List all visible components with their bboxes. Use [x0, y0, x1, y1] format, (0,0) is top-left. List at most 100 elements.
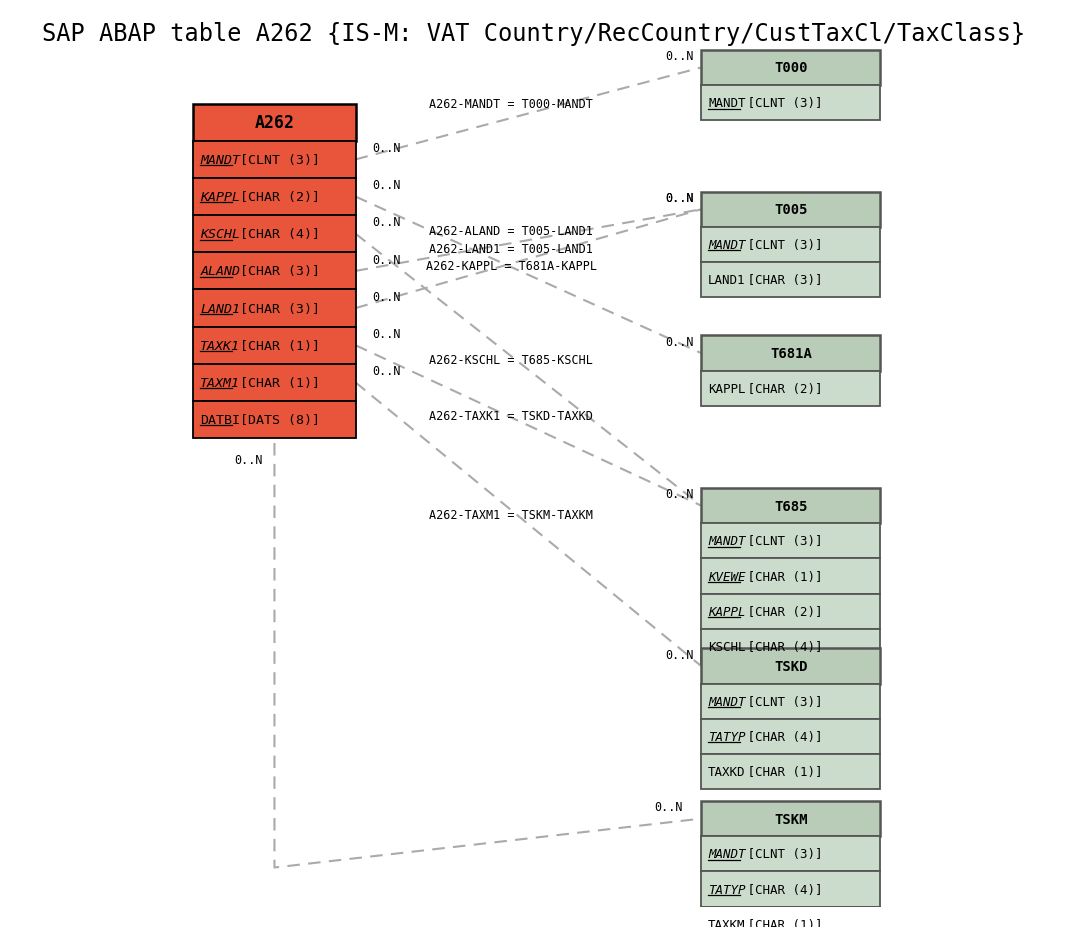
Text: TSKD: TSKD — [774, 659, 808, 673]
Text: [CLNT (3)]: [CLNT (3)] — [233, 154, 320, 167]
Text: [CHAR (2)]: [CHAR (2)] — [233, 191, 320, 204]
FancyBboxPatch shape — [701, 719, 880, 755]
Text: [CHAR (3)]: [CHAR (3)] — [233, 265, 320, 278]
FancyBboxPatch shape — [701, 371, 880, 406]
Text: A262-TAXM1 = TSKM-TAXKM: A262-TAXM1 = TSKM-TAXKM — [429, 508, 593, 521]
FancyBboxPatch shape — [701, 559, 880, 594]
Text: 0..N: 0..N — [666, 488, 694, 501]
Text: KAPPL: KAPPL — [201, 191, 240, 204]
Text: 0..N: 0..N — [666, 192, 694, 205]
Text: KSCHL: KSCHL — [201, 228, 240, 241]
Text: 0..N: 0..N — [654, 801, 683, 814]
Text: SAP ABAP table A262 {IS-M: VAT Country/RecCountry/CustTaxCl/TaxClass}: SAP ABAP table A262 {IS-M: VAT Country/R… — [42, 22, 1025, 46]
Text: [CHAR (4)]: [CHAR (4)] — [740, 883, 823, 895]
Text: [CHAR (2)]: [CHAR (2)] — [740, 382, 823, 395]
Text: A262-ALAND = T005-LAND1: A262-ALAND = T005-LAND1 — [429, 224, 593, 237]
Text: [CLNT (3)]: [CLNT (3)] — [740, 535, 823, 548]
Text: A262-TAXK1 = TSKD-TAXKD: A262-TAXK1 = TSKD-TAXKD — [429, 410, 593, 423]
Text: 0..N: 0..N — [235, 453, 264, 466]
Text: [CHAR (1)]: [CHAR (1)] — [233, 339, 320, 352]
Text: A262-KAPPL = T681A-KAPPL: A262-KAPPL = T681A-KAPPL — [426, 260, 596, 273]
FancyBboxPatch shape — [701, 51, 880, 86]
Text: 0..N: 0..N — [372, 216, 401, 229]
Text: MANDT: MANDT — [708, 847, 746, 860]
FancyBboxPatch shape — [701, 524, 880, 559]
Text: [CHAR (3)]: [CHAR (3)] — [740, 273, 823, 286]
FancyBboxPatch shape — [193, 105, 355, 142]
Text: TSKM: TSKM — [774, 812, 808, 826]
Text: [CHAR (1)]: [CHAR (1)] — [740, 918, 823, 927]
FancyBboxPatch shape — [701, 263, 880, 298]
Text: 0..N: 0..N — [372, 327, 401, 340]
Text: KVEWE: KVEWE — [708, 570, 746, 583]
Text: MANDT: MANDT — [708, 535, 746, 548]
Text: MANDT: MANDT — [708, 695, 746, 708]
FancyBboxPatch shape — [193, 327, 355, 364]
Text: KAPPL: KAPPL — [708, 382, 746, 395]
Text: TATYP: TATYP — [708, 730, 746, 743]
Text: ALAND: ALAND — [201, 265, 240, 278]
Text: TAXKM: TAXKM — [708, 918, 746, 927]
Text: 0..N: 0..N — [666, 192, 694, 205]
Text: MANDT: MANDT — [708, 97, 746, 110]
FancyBboxPatch shape — [701, 337, 880, 371]
Text: [CLNT (3)]: [CLNT (3)] — [740, 239, 823, 252]
FancyBboxPatch shape — [193, 290, 355, 327]
Text: TAXM1: TAXM1 — [201, 376, 240, 389]
Text: [CHAR (1)]: [CHAR (1)] — [740, 766, 823, 779]
Text: [CLNT (3)]: [CLNT (3)] — [740, 97, 823, 110]
Text: 0..N: 0..N — [372, 290, 401, 303]
Text: MANDT: MANDT — [708, 239, 746, 252]
FancyBboxPatch shape — [193, 401, 355, 438]
Text: [CLNT (3)]: [CLNT (3)] — [740, 695, 823, 708]
Text: T685: T685 — [774, 499, 808, 513]
Text: [DATS (8)]: [DATS (8)] — [233, 413, 320, 426]
Text: LAND1: LAND1 — [201, 302, 240, 315]
FancyBboxPatch shape — [701, 871, 880, 907]
Text: LAND1: LAND1 — [708, 273, 746, 286]
Text: [CHAR (3)]: [CHAR (3)] — [233, 302, 320, 315]
Text: KSCHL: KSCHL — [708, 641, 746, 654]
Text: T005: T005 — [774, 203, 808, 217]
FancyBboxPatch shape — [701, 801, 880, 836]
Text: T000: T000 — [774, 61, 808, 75]
FancyBboxPatch shape — [701, 193, 880, 228]
Text: [CHAR (2)]: [CHAR (2)] — [740, 605, 823, 618]
Text: [CHAR (4)]: [CHAR (4)] — [740, 730, 823, 743]
FancyBboxPatch shape — [701, 684, 880, 719]
FancyBboxPatch shape — [701, 594, 880, 629]
Text: 0..N: 0..N — [372, 364, 401, 378]
Text: TAXK1: TAXK1 — [201, 339, 240, 352]
FancyBboxPatch shape — [701, 907, 880, 927]
Text: KAPPL: KAPPL — [708, 605, 746, 618]
Text: 0..N: 0..N — [372, 179, 401, 192]
FancyBboxPatch shape — [193, 216, 355, 253]
Text: 0..N: 0..N — [372, 142, 401, 155]
FancyBboxPatch shape — [701, 86, 880, 121]
Text: A262-LAND1 = T005-LAND1: A262-LAND1 = T005-LAND1 — [429, 243, 593, 256]
Text: TATYP: TATYP — [708, 883, 746, 895]
FancyBboxPatch shape — [701, 836, 880, 871]
Text: A262-MANDT = T000-MANDT: A262-MANDT = T000-MANDT — [429, 98, 593, 111]
Text: MANDT: MANDT — [201, 154, 240, 167]
Text: [CHAR (1)]: [CHAR (1)] — [740, 570, 823, 583]
Text: A262-KSCHL = T685-KSCHL: A262-KSCHL = T685-KSCHL — [429, 354, 593, 367]
Text: 0..N: 0..N — [666, 50, 694, 63]
FancyBboxPatch shape — [193, 142, 355, 179]
FancyBboxPatch shape — [701, 489, 880, 524]
Text: T681A: T681A — [770, 347, 812, 361]
Text: [CHAR (1)]: [CHAR (1)] — [233, 376, 320, 389]
Text: [CHAR (4)]: [CHAR (4)] — [233, 228, 320, 241]
FancyBboxPatch shape — [701, 755, 880, 790]
FancyBboxPatch shape — [701, 649, 880, 684]
Text: 0..N: 0..N — [666, 336, 694, 349]
FancyBboxPatch shape — [701, 228, 880, 263]
Text: [CHAR (4)]: [CHAR (4)] — [740, 641, 823, 654]
Text: A262: A262 — [254, 114, 294, 132]
Text: 0..N: 0..N — [666, 648, 694, 661]
FancyBboxPatch shape — [193, 253, 355, 290]
Text: 0..N: 0..N — [372, 253, 401, 266]
FancyBboxPatch shape — [701, 629, 880, 665]
Text: DATBI: DATBI — [201, 413, 240, 426]
FancyBboxPatch shape — [193, 179, 355, 216]
